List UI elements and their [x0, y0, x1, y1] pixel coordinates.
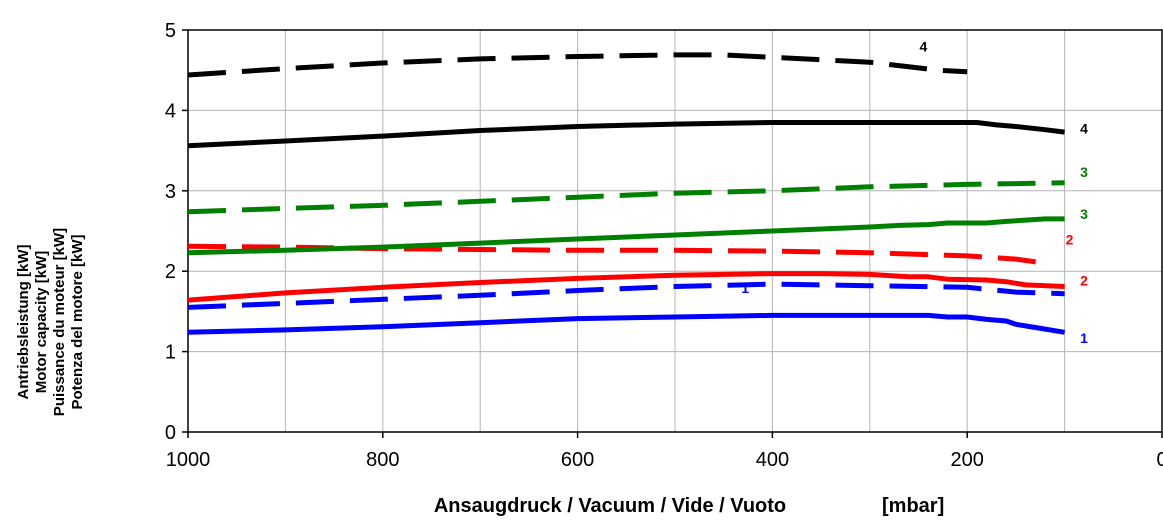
y-axis-title-fr: Puissance du moteur [kW] [51, 228, 68, 416]
series-1-dashed-line [187, 281, 1065, 310]
series-3-solid-line [187, 216, 1065, 256]
y-tick-label: 0 [165, 422, 176, 444]
y-tick-labels: 0 1 2 3 4 5 [165, 20, 188, 444]
x-tick-label: 400 [756, 449, 789, 471]
series-label: 2 [1080, 273, 1088, 289]
series-label: 3 [1080, 206, 1088, 222]
series-label: 1 [741, 280, 749, 296]
series-label: 1 [1080, 330, 1088, 346]
series-label: 3 [1080, 164, 1088, 180]
x-tick-label: 200 [951, 449, 984, 471]
series-1-solid-line [187, 312, 1066, 335]
y-tick-label: 3 [165, 181, 176, 203]
x-axis-title: Ansaugdruck / Vacuum / Vide / Vuoto [434, 495, 786, 517]
x-tick-label: 600 [561, 449, 594, 471]
series-4-dashed-line [187, 52, 968, 78]
y-tick-label: 5 [165, 20, 176, 42]
y-tick-label: 4 [165, 100, 176, 122]
x-tick-labels: 1000 800 600 400 200 0 [166, 432, 1163, 471]
y-axis-title-en: Motor capacity [kW] [33, 251, 50, 394]
x-tick-label: 1000 [166, 449, 211, 471]
series-label: 2 [1066, 232, 1074, 248]
y-axis-title-de: Antriebsleistung [kW] [15, 244, 32, 399]
plot-area-frame [187, 29, 1163, 433]
x-axis-unit: [mbar] [882, 495, 944, 517]
series-2-solid-line [187, 271, 1065, 303]
series-label: 4 [919, 39, 927, 55]
y-axis-title-it: Potenza del motore [kW] [69, 234, 86, 409]
x-tick-label: 800 [366, 449, 399, 471]
series-3-dashed-line [187, 180, 1065, 215]
y-tick-label: 1 [165, 342, 176, 364]
y-tick-label: 2 [165, 261, 176, 283]
grid [188, 30, 1162, 432]
series-label: 4 [1080, 121, 1088, 137]
series-lines [187, 52, 1066, 335]
x-tick-label: 0 [1156, 449, 1163, 471]
series-4-solid-line [187, 120, 1065, 149]
